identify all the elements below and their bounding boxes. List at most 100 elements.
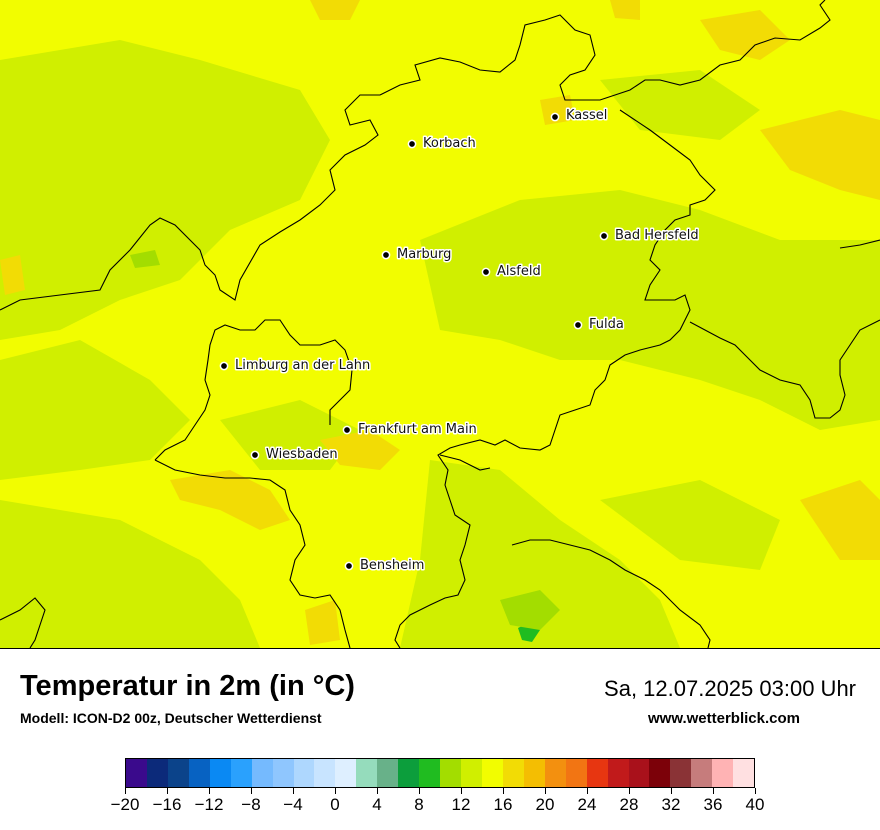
legend-swatch — [523, 759, 545, 787]
model-info: Modell: ICON-D2 00z, Deutscher Wetterdie… — [20, 710, 322, 726]
legend-swatch — [649, 759, 671, 787]
city-frankfurt[interactable]: Frankfurt am Main — [342, 421, 478, 439]
legend-tick-label: 40 — [745, 795, 765, 814]
city-dot — [407, 139, 417, 149]
city-dot — [599, 231, 609, 241]
city-bensheim[interactable]: Bensheim — [344, 557, 426, 575]
legend-swatch — [628, 759, 650, 787]
legend-tick — [208, 788, 210, 794]
legend-swatch — [146, 759, 168, 787]
source-url[interactable]: www.wetterblick.com — [648, 710, 800, 727]
legend-tick — [124, 788, 126, 794]
city-label: Marburg — [397, 247, 451, 262]
legend-tick-label: 32 — [661, 795, 681, 814]
legend-swatch — [188, 759, 210, 787]
legend-swatch — [356, 759, 378, 787]
legend-tick — [250, 788, 252, 794]
warm-regions — [0, 0, 880, 645]
city-label: Fulda — [589, 317, 624, 332]
city-fulda[interactable]: Fulda — [573, 316, 625, 334]
legend-tick — [334, 788, 336, 794]
legend-tick-label: −4 — [283, 795, 303, 814]
legend-tick-label: 28 — [619, 795, 639, 814]
forecast-datetime: Sa, 12.07.2025 03:00 Uhr — [604, 676, 856, 701]
legend-tick-label: −12 — [194, 795, 224, 814]
legend-swatch — [565, 759, 587, 787]
city-marburg[interactable]: Marburg — [381, 246, 453, 264]
city-label: Wiesbaden — [266, 447, 338, 462]
legend-swatch — [607, 759, 629, 787]
legend-tick — [460, 788, 462, 794]
legend-tick-label: 36 — [703, 795, 723, 814]
city-dot — [344, 561, 354, 571]
legend-tick — [376, 788, 378, 794]
city-alsfeld[interactable]: Alsfeld — [481, 263, 542, 281]
city-dot — [573, 320, 583, 330]
legend-swatch — [314, 759, 336, 787]
color-legend — [125, 758, 755, 788]
legend-swatch — [691, 759, 713, 787]
legend-tick — [712, 788, 714, 794]
map-title: Temperatur in 2m (in °C) — [20, 670, 355, 702]
legend-swatch — [544, 759, 566, 787]
legend-tick-label: 20 — [535, 795, 555, 814]
cool-regions — [0, 40, 880, 648]
city-korbach[interactable]: Korbach — [407, 135, 477, 153]
legend-swatch — [377, 759, 399, 787]
legend-tick — [754, 788, 756, 794]
legend-swatch — [502, 759, 524, 787]
legend-swatch — [126, 759, 147, 787]
legend-swatch — [272, 759, 294, 787]
city-bad-hersfeld[interactable]: Bad Hersfeld — [599, 227, 700, 245]
legend-swatch — [440, 759, 461, 787]
legend-tick-label: −16 — [152, 795, 182, 814]
legend-tick — [670, 788, 672, 794]
city-dot — [381, 250, 391, 260]
city-label: Frankfurt am Main — [358, 422, 477, 437]
legend-swatch — [209, 759, 231, 787]
city-label: Bensheim — [360, 558, 424, 573]
city-label: Korbach — [423, 136, 476, 151]
legend-tick-label: 8 — [414, 795, 424, 814]
city-dot — [250, 450, 260, 460]
city-dot — [550, 112, 560, 122]
city-wiesbaden[interactable]: Wiesbaden — [250, 446, 339, 464]
city-dot — [219, 361, 229, 371]
city-label: Bad Hersfeld — [615, 228, 699, 243]
city-dot — [342, 425, 352, 435]
legend-swatch — [419, 759, 441, 787]
city-dot — [481, 267, 491, 277]
legend-swatch — [712, 759, 734, 787]
legend-tick-label: 12 — [451, 795, 471, 814]
legend-swatch — [398, 759, 420, 787]
map-panel[interactable]: Kassel Korbach Bad Hersfeld Marburg Alsf… — [0, 0, 880, 649]
legend-swatch — [335, 759, 357, 787]
city-label: Alsfeld — [497, 264, 541, 279]
legend-tick — [166, 788, 168, 794]
legend-tick — [292, 788, 294, 794]
legend-labels: −20 −16 −12 −8 −4 0 4 8 12 16 20 24 28 32 36 40 — [111, 795, 765, 819]
temperature-map[interactable]: Kassel Korbach Bad Hersfeld Marburg Alsf… — [0, 0, 880, 648]
legend-tick-label: 4 — [372, 795, 382, 814]
legend-tick — [586, 788, 588, 794]
legend-tick-label: −8 — [241, 795, 261, 814]
legend-tick-label: 0 — [330, 795, 340, 814]
legend-swatch — [670, 759, 692, 787]
legend-swatch — [251, 759, 273, 787]
legend-tick — [418, 788, 420, 794]
legend-tick-label: −20 — [110, 795, 140, 814]
city-label: Limburg an der Lahn — [235, 358, 370, 373]
legend-swatch — [481, 759, 503, 787]
legend-swatch — [461, 759, 482, 787]
city-limburg[interactable]: Limburg an der Lahn — [219, 357, 372, 375]
legend-swatch — [230, 759, 252, 787]
legend-tick — [502, 788, 504, 794]
legend-swatch — [293, 759, 315, 787]
legend-tick — [544, 788, 546, 794]
legend-swatch — [733, 759, 755, 787]
city-kassel[interactable]: Kassel — [550, 107, 609, 125]
legend-swatch — [167, 759, 189, 787]
legend-ticks — [124, 788, 756, 796]
city-label: Kassel — [566, 108, 607, 123]
legend-swatch — [586, 759, 608, 787]
